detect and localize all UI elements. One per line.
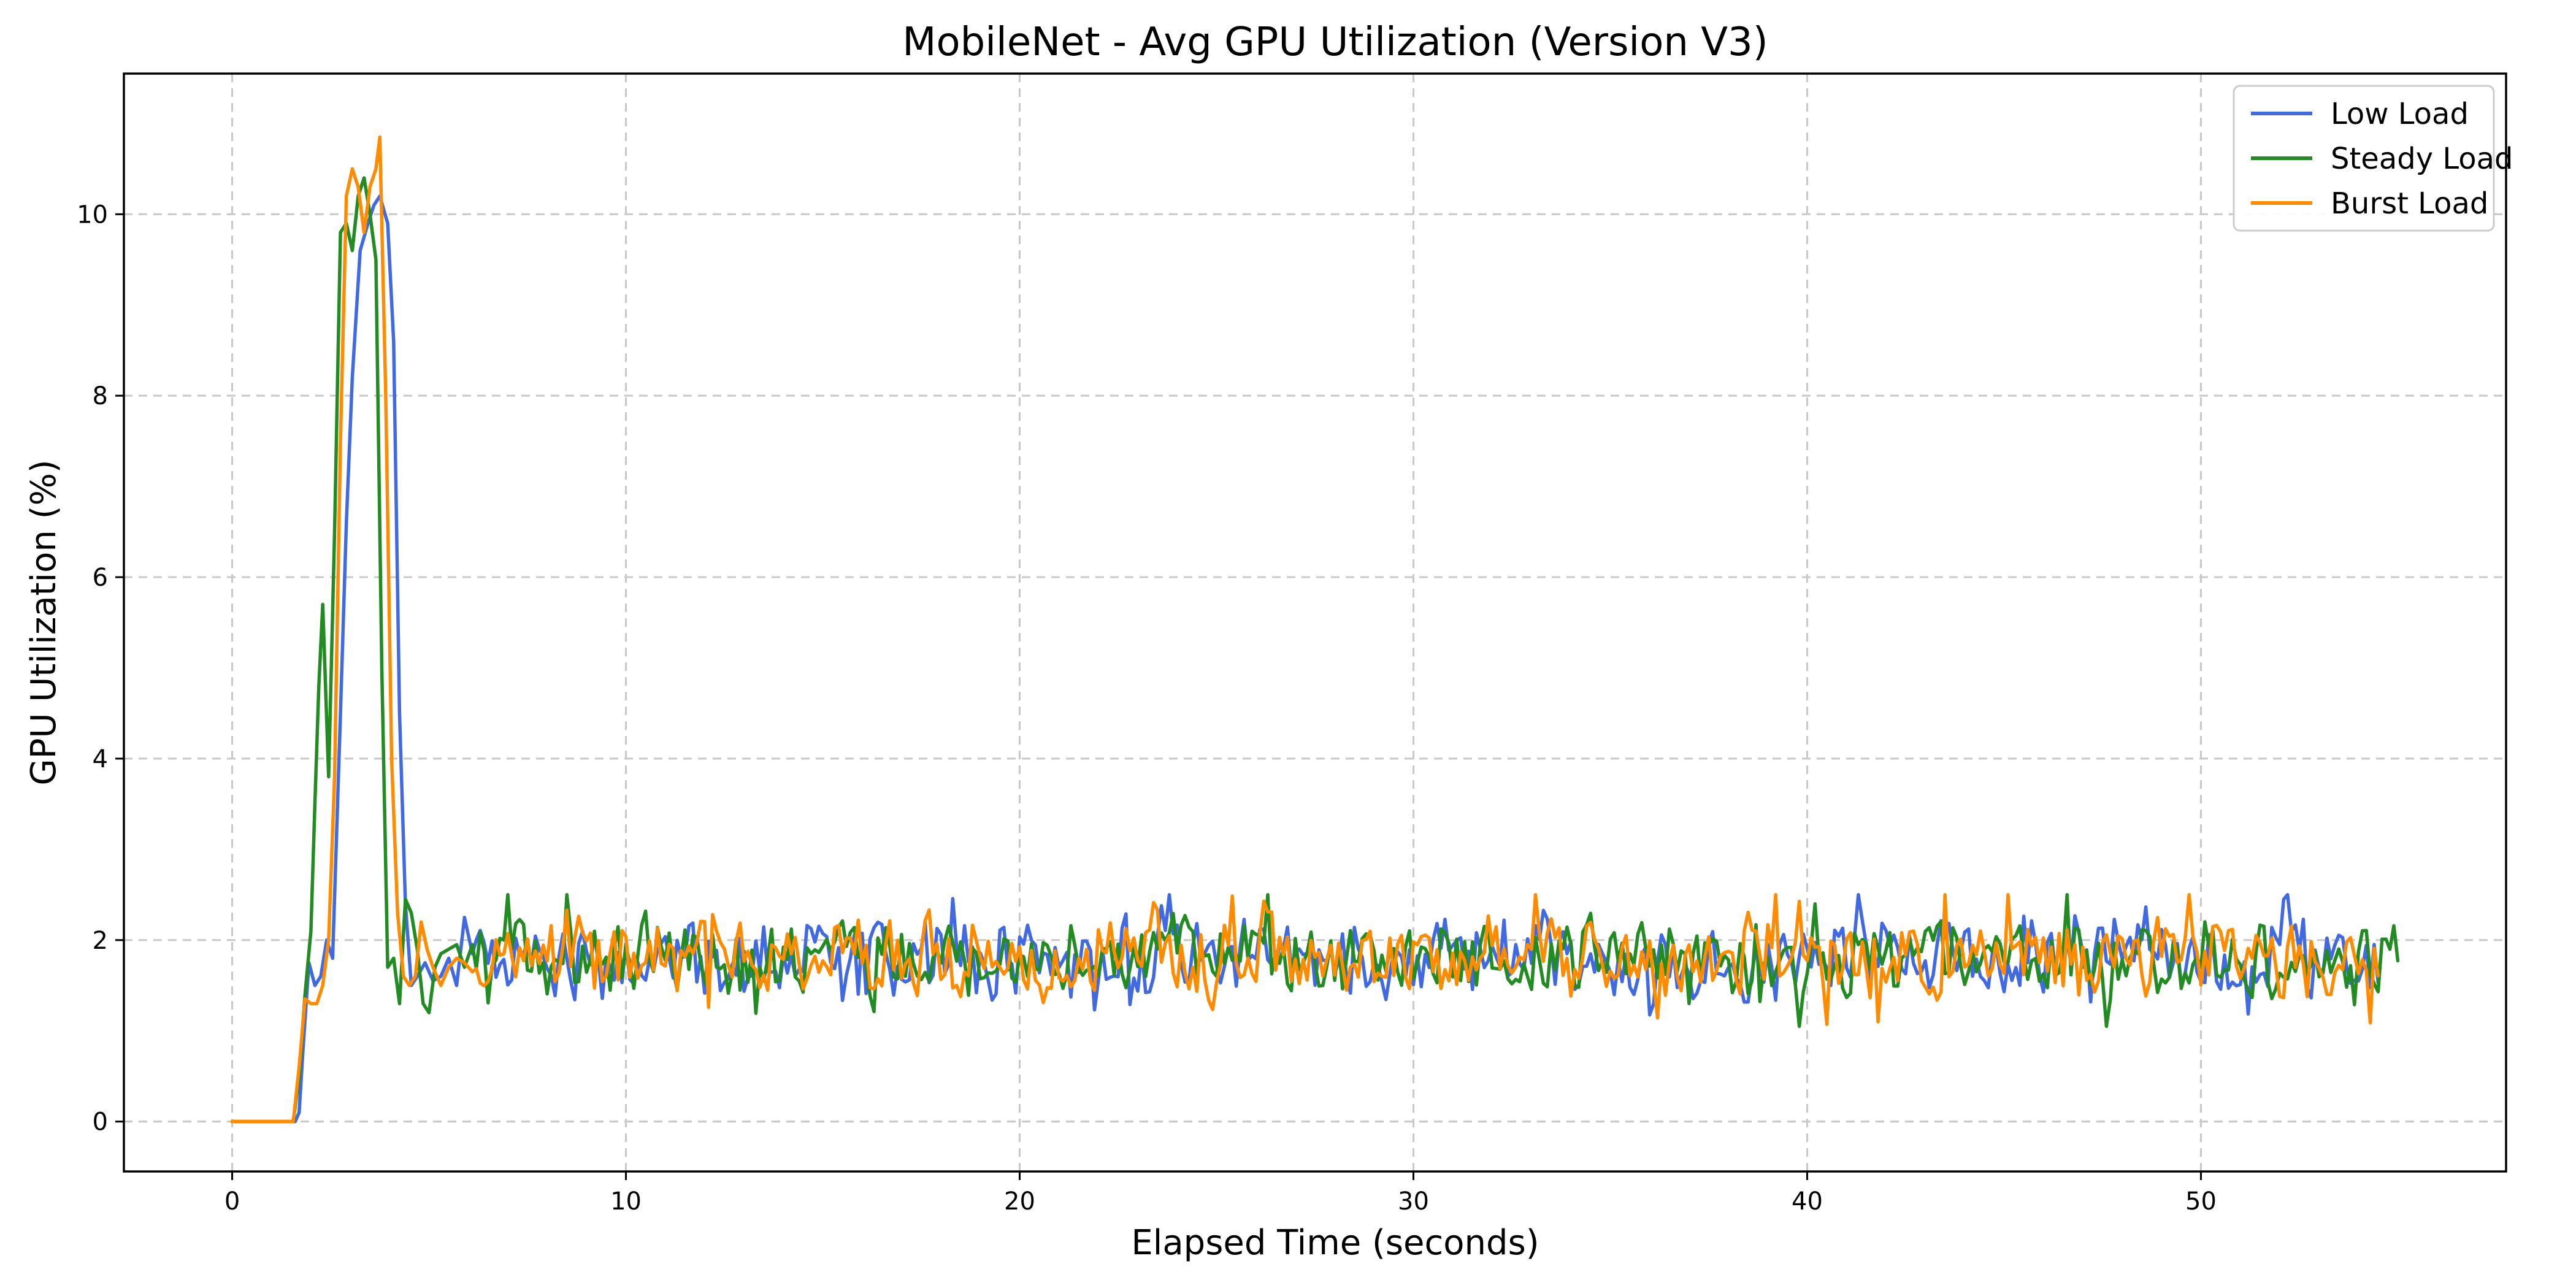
y-tick-label: 6 bbox=[93, 564, 108, 592]
plot-frame bbox=[123, 72, 2507, 1173]
legend: Low Load Steady Load Burst Load bbox=[2233, 85, 2513, 232]
series-layer bbox=[230, 135, 2400, 1124]
grid-layer bbox=[124, 74, 2506, 1171]
legend-box bbox=[2233, 85, 2495, 232]
legend-label-low-load: Low Load bbox=[2331, 97, 2469, 131]
x-tick-label: 30 bbox=[1398, 1187, 1429, 1216]
legend-label-burst-load: Burst Load bbox=[2331, 186, 2488, 221]
series-line-low-load bbox=[230, 194, 2380, 1124]
x-tick-label: 20 bbox=[1004, 1187, 1035, 1216]
y-tick-label: 2 bbox=[93, 927, 108, 955]
y-tick-label: 10 bbox=[77, 201, 108, 229]
x-tick-label: 40 bbox=[1792, 1187, 1823, 1216]
y-tick-label: 4 bbox=[93, 745, 108, 773]
series-line-burst-load bbox=[230, 135, 2380, 1124]
y-tick-label: 0 bbox=[93, 1108, 108, 1137]
y-axis-label: GPU Utilization (%) bbox=[24, 459, 64, 785]
chart-title: MobileNet - Avg GPU Utilization (Version… bbox=[902, 20, 1768, 65]
legend-label-steady-load: Steady Load bbox=[2331, 142, 2513, 176]
x-tick-label: 0 bbox=[224, 1187, 240, 1216]
x-axis-label: Elapsed Time (seconds) bbox=[1131, 1223, 1539, 1263]
tick-layer: 0 10 20 30 40 50 0 2 4 6 8 10 bbox=[77, 201, 2217, 1216]
y-tick-label: 8 bbox=[93, 382, 108, 410]
x-tick-label: 50 bbox=[2185, 1187, 2217, 1216]
x-tick-label: 10 bbox=[610, 1187, 642, 1216]
